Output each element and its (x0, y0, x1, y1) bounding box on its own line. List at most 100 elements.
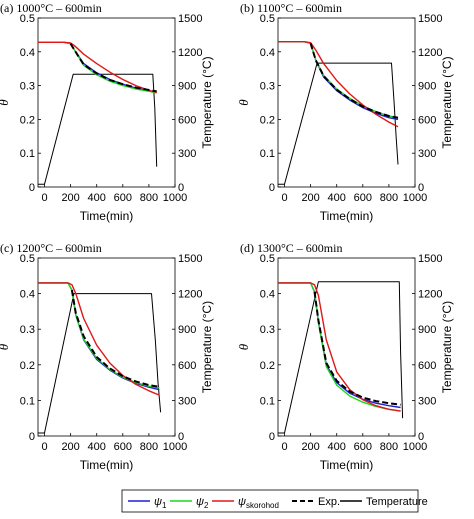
legend-box (121, 489, 419, 513)
series-line-2 (278, 282, 401, 412)
y-tick-label: 0.3 (20, 81, 35, 93)
y2-axis-label: Temperature (°C) (440, 56, 454, 148)
y-tick-label: 0.3 (260, 81, 275, 93)
x-axis-label: Time(min) (80, 458, 134, 472)
y2-tick-label: 900 (418, 324, 436, 336)
y2-tick-label: 1200 (418, 47, 442, 59)
series-group (38, 41, 158, 185)
y-tick-label: 0.2 (20, 114, 35, 126)
x-axis-label: Time(min) (320, 458, 374, 472)
series-line-2 (38, 282, 160, 389)
x-tick-label: 1000 (163, 192, 187, 204)
series-line-1 (38, 41, 157, 94)
x-tick-label: 200 (61, 192, 79, 204)
chart-panel-2: (b) 1100°C – 600min 0 0.1 0.2 0.3 0.4 0.5 0 300 6… (236, 1, 454, 223)
y2-tick-label: 1500 (178, 13, 202, 25)
x-tick-label: 400 (328, 192, 346, 204)
x-tick-label: 800 (380, 192, 398, 204)
y-tick-label: 0 (29, 182, 35, 194)
y-tick-label: 0.1 (260, 395, 275, 407)
plot-frame (277, 17, 416, 188)
y2-tick-label: 900 (418, 81, 436, 93)
y-tick-label: 0.5 (260, 13, 275, 25)
series-group (38, 282, 162, 434)
y2-tick-label: 300 (418, 148, 436, 160)
x-tick-label: 0 (41, 441, 47, 453)
chart-panel-1: (a) 1000°C – 600min 0 0.1 0.2 0.3 0.4 0.5 0 300 6… (0, 1, 214, 223)
series-line-exp (309, 43, 399, 119)
y2-tick-label: 1200 (418, 289, 442, 301)
series-line-exp (313, 291, 401, 406)
y2-tick-label: 900 (178, 324, 196, 336)
y-tick-label: 0.1 (20, 395, 35, 407)
y2-axis-label: Temperature (°C) (200, 301, 214, 393)
y-tick-label: 0.1 (260, 148, 275, 160)
series-line-exp (69, 43, 157, 93)
chart-panel-4: (d) 1300°C – 600min 0 0.1 0.2 0.3 0.4 0.5 0 300 6… (236, 241, 454, 472)
chart-panels: (a) 1000°C – 600min 0 0.1 0.2 0.3 0.4 0.5 0 300 6… (0, 1, 454, 472)
y2-tick-label: 1500 (418, 253, 442, 265)
y-tick-label: 0.4 (20, 289, 35, 301)
y2-tick-label: 600 (178, 360, 196, 372)
series-line-skorohod (38, 41, 157, 94)
series-line-exp (70, 289, 160, 388)
y-axis-label: θ (0, 99, 11, 106)
legend-label: ψskorohod (238, 496, 279, 510)
y2-tick-label: 600 (178, 114, 196, 126)
y2-tick-label: 600 (418, 114, 436, 126)
y2-tick-label: 600 (418, 360, 436, 372)
y2-tick-label: 300 (178, 395, 196, 407)
x-tick-label: 0 (41, 192, 47, 204)
y2-tick-label: 0 (418, 431, 424, 443)
plot-frame (37, 17, 176, 188)
x-tick-label: 200 (301, 441, 319, 453)
y2-tick-label: 1200 (178, 47, 202, 59)
y-tick-label: 0.4 (260, 47, 275, 59)
panel-title: (b) 1100°C – 600min (240, 1, 342, 15)
y-tick-label: 0.4 (20, 47, 35, 59)
y-tick-label: 0.1 (20, 148, 35, 160)
x-tick-label: 600 (354, 192, 372, 204)
y-axis-label: θ (0, 343, 11, 350)
y2-tick-label: 300 (178, 148, 196, 160)
y-axis-label: θ (236, 99, 251, 106)
series-line-2 (278, 41, 399, 119)
x-tick-label: 0 (281, 192, 287, 204)
series-line-skorohod (278, 282, 401, 412)
series-line-temperature (38, 293, 162, 434)
y2-tick-label: 0 (178, 182, 184, 194)
y2-tick-label: 0 (418, 182, 424, 194)
y-tick-label: 0.5 (20, 13, 35, 25)
x-tick-label: 200 (301, 192, 319, 204)
y-tick-label: 0.4 (260, 289, 275, 301)
y2-tick-label: 1500 (178, 253, 202, 265)
x-axis-label: Time(min) (320, 209, 374, 223)
y-axis-label: θ (236, 343, 251, 350)
panel-title: (c) 1200°C – 600min (0, 241, 102, 255)
x-tick-label: 600 (114, 441, 132, 453)
y2-tick-label: 900 (178, 81, 196, 93)
y-tick-label: 0 (269, 182, 275, 194)
series-group (278, 41, 399, 185)
y2-axis-label: Temperature (°C) (440, 301, 454, 393)
x-tick-label: 400 (328, 441, 346, 453)
x-tick-label: 0 (281, 441, 287, 453)
x-axis-label: Time(min) (80, 209, 134, 223)
x-tick-label: 1000 (163, 441, 187, 453)
y-tick-label: 0.5 (260, 253, 275, 265)
x-tick-label: 200 (61, 441, 79, 453)
series-line-skorohod (38, 282, 160, 396)
x-tick-label: 1000 (403, 192, 427, 204)
x-tick-label: 1000 (403, 441, 427, 453)
y-tick-label: 0.5 (20, 253, 35, 265)
y-tick-label: 0.3 (20, 324, 35, 336)
y2-tick-label: 1200 (178, 289, 202, 301)
series-line-2 (38, 41, 157, 94)
series-line-1 (278, 41, 399, 121)
y-tick-label: 0 (269, 431, 275, 443)
legend-label: Temperature (366, 496, 428, 508)
x-tick-label: 600 (114, 192, 132, 204)
series-line-skorohod (278, 41, 399, 128)
y2-tick-label: 300 (418, 395, 436, 407)
